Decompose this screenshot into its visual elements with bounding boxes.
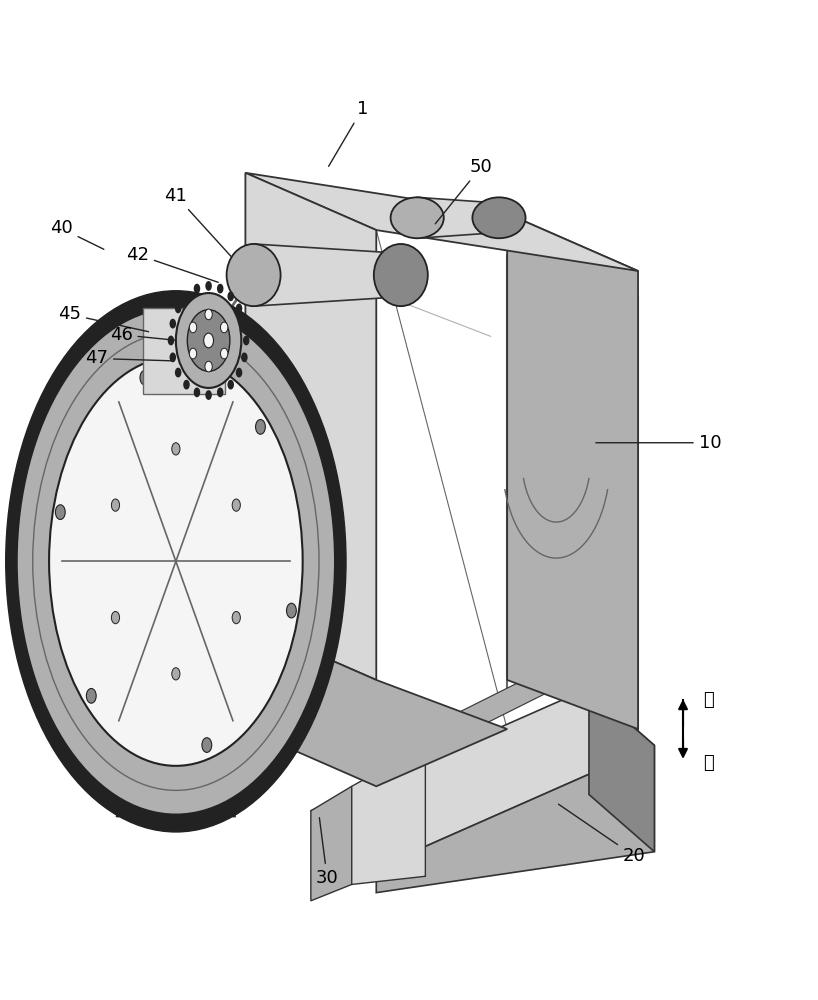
- Text: 47: 47: [85, 349, 173, 367]
- Ellipse shape: [140, 370, 150, 385]
- Polygon shape: [352, 745, 425, 884]
- Ellipse shape: [202, 738, 212, 752]
- Ellipse shape: [189, 322, 196, 333]
- Ellipse shape: [49, 357, 303, 766]
- Polygon shape: [360, 664, 573, 778]
- Polygon shape: [143, 308, 225, 394]
- Ellipse shape: [172, 668, 180, 680]
- Ellipse shape: [6, 291, 346, 832]
- Polygon shape: [376, 745, 654, 893]
- Text: 45: 45: [58, 305, 149, 332]
- Ellipse shape: [241, 352, 248, 362]
- Ellipse shape: [194, 284, 200, 294]
- Ellipse shape: [204, 309, 213, 320]
- Ellipse shape: [169, 352, 176, 362]
- Ellipse shape: [194, 387, 200, 397]
- Polygon shape: [311, 786, 352, 901]
- Ellipse shape: [236, 368, 242, 377]
- Text: 20: 20: [559, 804, 645, 865]
- Polygon shape: [245, 173, 376, 680]
- Polygon shape: [507, 214, 638, 729]
- Ellipse shape: [374, 244, 428, 306]
- Ellipse shape: [217, 387, 223, 397]
- Ellipse shape: [255, 420, 265, 434]
- Text: 40: 40: [50, 219, 104, 249]
- Ellipse shape: [175, 368, 182, 377]
- Ellipse shape: [172, 443, 180, 455]
- Ellipse shape: [56, 505, 65, 519]
- Text: 42: 42: [126, 246, 218, 282]
- Ellipse shape: [391, 197, 443, 238]
- Ellipse shape: [227, 291, 234, 301]
- Ellipse shape: [227, 244, 281, 306]
- Text: 41: 41: [164, 187, 231, 257]
- Ellipse shape: [176, 293, 241, 388]
- Ellipse shape: [221, 348, 228, 359]
- Ellipse shape: [241, 319, 248, 329]
- Ellipse shape: [111, 611, 119, 624]
- Text: 50: 50: [435, 158, 492, 224]
- Polygon shape: [589, 688, 654, 852]
- Ellipse shape: [473, 197, 525, 238]
- Ellipse shape: [183, 380, 190, 390]
- Ellipse shape: [183, 291, 190, 301]
- Text: 46: 46: [110, 326, 176, 344]
- Ellipse shape: [236, 304, 242, 313]
- Text: 10: 10: [596, 434, 721, 452]
- Polygon shape: [417, 197, 499, 238]
- Text: 下: 下: [703, 754, 714, 772]
- Text: 30: 30: [316, 818, 339, 887]
- Ellipse shape: [168, 336, 174, 345]
- Ellipse shape: [286, 603, 296, 618]
- Ellipse shape: [232, 499, 240, 511]
- Ellipse shape: [227, 380, 234, 390]
- Ellipse shape: [16, 308, 335, 815]
- Ellipse shape: [232, 611, 240, 624]
- Ellipse shape: [221, 322, 228, 333]
- Text: 1: 1: [329, 100, 368, 166]
- Polygon shape: [245, 623, 507, 786]
- Polygon shape: [245, 173, 638, 271]
- Ellipse shape: [175, 304, 182, 313]
- Ellipse shape: [204, 333, 213, 348]
- Ellipse shape: [243, 336, 249, 345]
- Ellipse shape: [205, 281, 212, 291]
- Ellipse shape: [204, 361, 213, 372]
- Ellipse shape: [205, 390, 212, 400]
- Polygon shape: [254, 244, 401, 306]
- Ellipse shape: [187, 310, 230, 371]
- Text: 上: 上: [703, 691, 714, 709]
- Ellipse shape: [189, 348, 196, 359]
- Ellipse shape: [169, 319, 176, 329]
- Ellipse shape: [111, 499, 119, 511]
- Ellipse shape: [217, 284, 223, 294]
- Polygon shape: [311, 688, 654, 868]
- Ellipse shape: [87, 688, 97, 703]
